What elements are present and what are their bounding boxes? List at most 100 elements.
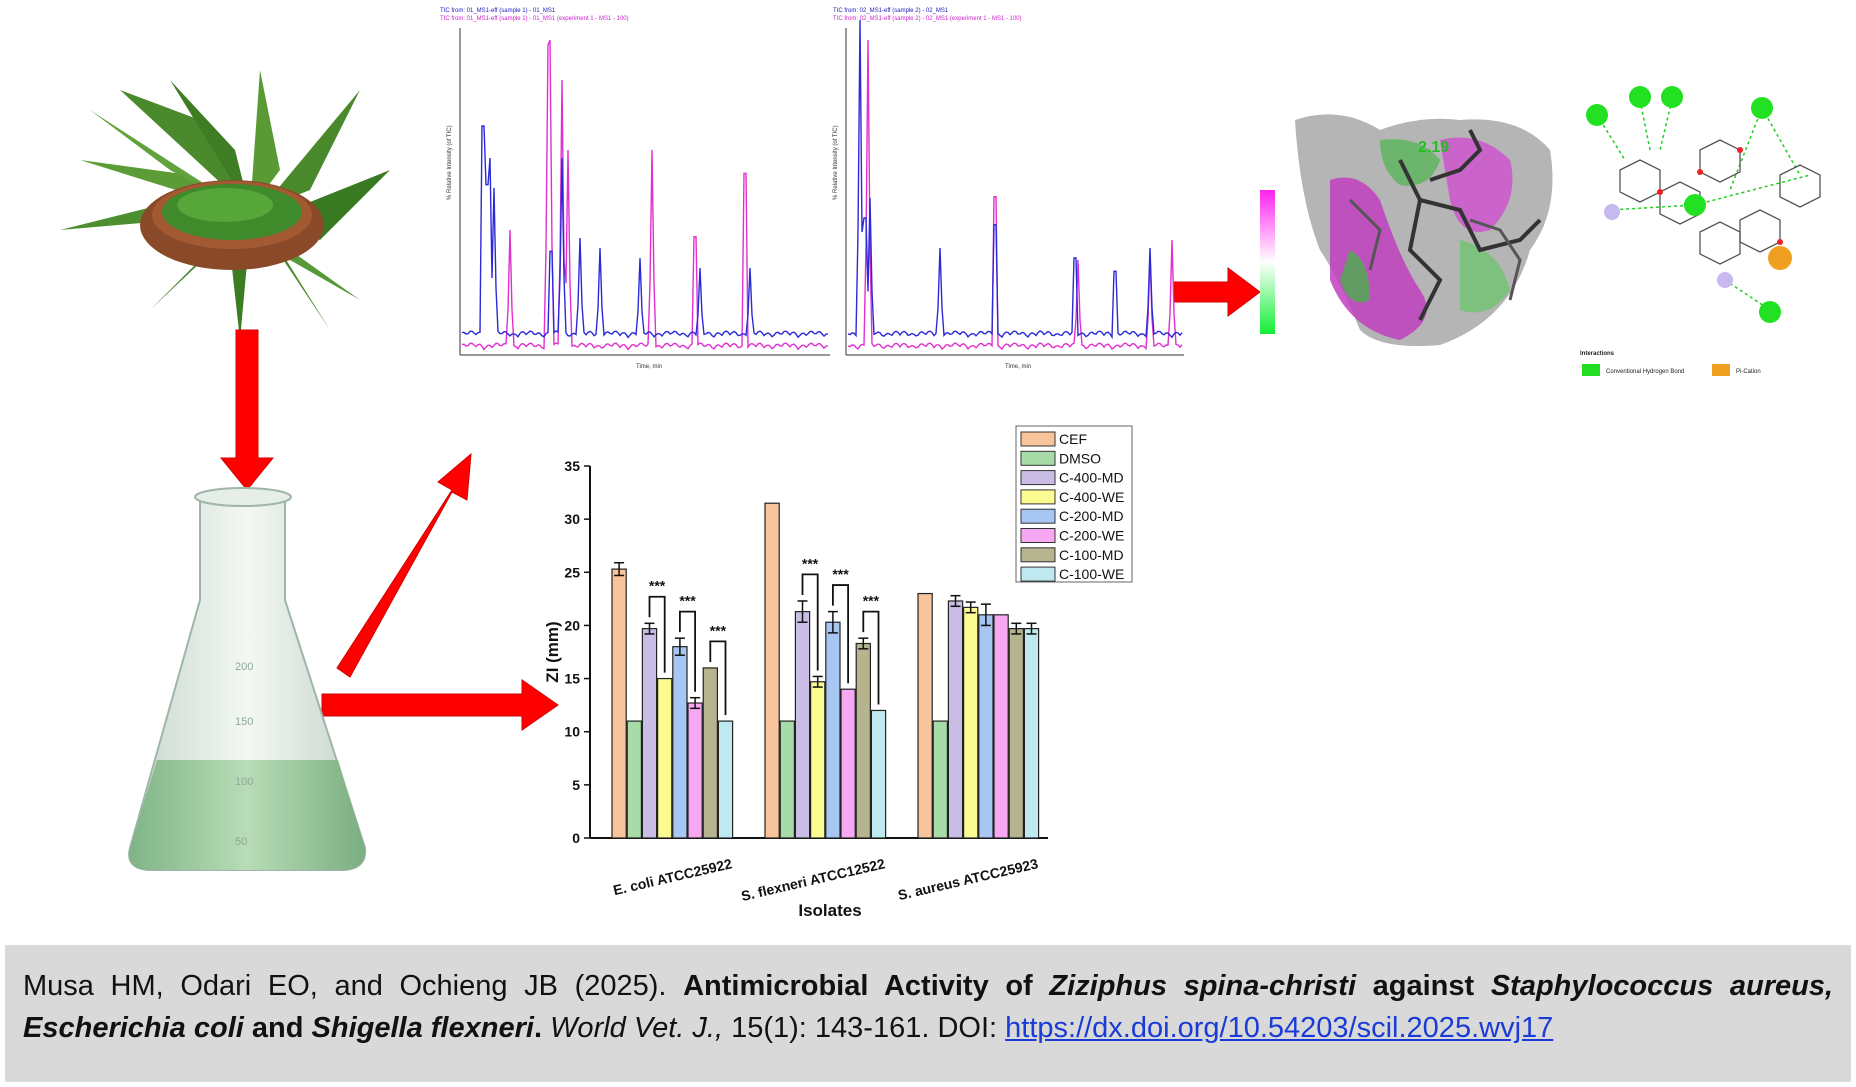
- legend-label: C-100-WE: [1059, 566, 1124, 582]
- citation-species: Ziziphus spina-christi: [1049, 970, 1357, 1002]
- significance-bracket: [832, 584, 849, 684]
- citation-bar: Musa HM, Odari EO, and Ochieng JB (2025)…: [5, 945, 1851, 1082]
- arrow-diagonal: [336, 452, 472, 678]
- x-axis: E. coli ATCC25922 S. flexneri ATCC12522 S.…: [612, 855, 1040, 904]
- chromatogram-header: TIC from: 01_MS1-eff (sample 1) - 01_MS1: [440, 8, 556, 14]
- flask-mark: 150: [235, 716, 253, 728]
- bar: [717, 720, 734, 839]
- legend-label-hbond: Conventional Hydrogen Bond: [1606, 369, 1684, 375]
- citation-authors: Musa HM, Odari EO, and Ochieng JB (2025)…: [23, 970, 667, 1002]
- y-tick-label: 10: [564, 724, 580, 740]
- bar: [656, 677, 673, 839]
- citation-journal: World Vet. J.,: [550, 1012, 724, 1044]
- flask-mark: 200: [235, 661, 253, 673]
- bar: [993, 614, 1009, 839]
- legend-label-pication: Pi-Cation: [1736, 369, 1761, 375]
- error-bars: [614, 561, 1037, 710]
- bar: [626, 720, 643, 839]
- bar: [779, 720, 796, 839]
- arrow-down: [219, 329, 275, 491]
- bar: [611, 568, 627, 839]
- citation-title-part: and: [251, 1012, 304, 1044]
- chromatogram-header: TIC from: 02_MS1-eff (sample 2) - 02_MS1: [833, 8, 949, 14]
- legend-label: CEF: [1059, 431, 1087, 447]
- significance-label: ***: [802, 555, 819, 571]
- significance-label: ***: [863, 593, 880, 609]
- y-tick-label: 35: [564, 458, 580, 474]
- y-tick-label: 15: [564, 671, 580, 687]
- legend-label: C-200-WE: [1059, 528, 1124, 544]
- significance-label: ***: [832, 566, 849, 582]
- bar: [840, 688, 856, 839]
- x-tick-label: S. flexneri ATCC12522: [740, 855, 887, 904]
- bar: [825, 621, 841, 839]
- y-tick-label: 5: [572, 777, 580, 793]
- significance-label: ***: [649, 578, 666, 594]
- citation-title-part: against: [1372, 970, 1475, 1002]
- legend-label: C-100-MD: [1059, 547, 1124, 563]
- citation-title-end: .: [533, 1012, 542, 1044]
- flask-liquid: [129, 760, 366, 870]
- bar: [962, 606, 979, 839]
- docking-distance-label: 2.19: [1418, 139, 1449, 156]
- chromatogram-right: TIC from: 02_MS1-eff (sample 2) - 02_MS1…: [833, 8, 1184, 370]
- legend-label: C-400-MD: [1059, 470, 1124, 486]
- significance-bracket: [801, 573, 819, 671]
- bar: [1008, 628, 1025, 839]
- legend-label: C-400-WE: [1059, 489, 1124, 505]
- legend-swatch: [1020, 528, 1056, 543]
- significance-bracket: [679, 610, 696, 692]
- x-axis-label: Isolates: [798, 901, 861, 920]
- chromatogram-header: TIC from: 02_MS1-eff (sample 2) - 02_MS1…: [833, 16, 1022, 22]
- significance-label: ***: [679, 593, 696, 609]
- bar: [917, 592, 933, 839]
- bar: [641, 628, 658, 839]
- y-tick-label: 0: [572, 830, 580, 846]
- flask-mark: 100: [235, 776, 253, 788]
- legend-swatch: [1020, 489, 1056, 505]
- bar: [764, 502, 780, 839]
- x-tick-label: E. coli ATCC25922: [612, 855, 734, 898]
- chromatogram-header: TIC from: 01_MS1-eff (sample 1) - 01_MS1…: [440, 16, 629, 22]
- y-axis-label: ZI (mm): [543, 621, 562, 682]
- bar: [978, 614, 994, 839]
- legend-swatch-pication: [1712, 364, 1730, 376]
- chromatogram-x-unit: Time, min: [636, 364, 662, 370]
- protein-surface: 2.19: [1295, 114, 1553, 346]
- legend-swatch: [1020, 431, 1056, 447]
- citation-species: Staphylococcus aureus, Escherichia coli: [23, 970, 1834, 1044]
- bar: [702, 667, 719, 839]
- arrow-right-to-docking: [1173, 267, 1261, 317]
- bar: [672, 646, 688, 839]
- y-tick-label: 30: [564, 511, 580, 527]
- bars: [611, 502, 1040, 839]
- flask-mark: 50: [235, 836, 247, 848]
- legend-label: C-200-MD: [1059, 508, 1124, 524]
- chromatogram-y-unit: % Relative Intensity (of TIC): [447, 125, 453, 200]
- legend-swatch: [1020, 450, 1056, 466]
- legend-label: DMSO: [1059, 450, 1101, 466]
- bar: [1023, 628, 1040, 839]
- bar: [855, 642, 872, 839]
- doi-link[interactable]: https://dx.doi.org/10.54203/scil.2025.wv…: [1005, 1012, 1554, 1044]
- citation-species: Shigella flexneri: [311, 1012, 534, 1044]
- legend-swatch: [1020, 508, 1056, 524]
- x-tick-label: S. aureus ATCC25923: [896, 855, 1039, 903]
- legend-swatch: [1020, 566, 1056, 582]
- interactions-legend-title: Interactions: [1580, 351, 1615, 357]
- y-tick-label: 25: [564, 564, 580, 580]
- bar: [870, 709, 887, 839]
- significance-label: ***: [710, 622, 727, 638]
- bar: [809, 681, 826, 839]
- bar: [687, 702, 703, 839]
- y-tick-label: 20: [564, 617, 580, 633]
- significance-bracket: [862, 610, 880, 705]
- bar: [932, 720, 949, 839]
- arrow-right-to-chart: [321, 679, 559, 731]
